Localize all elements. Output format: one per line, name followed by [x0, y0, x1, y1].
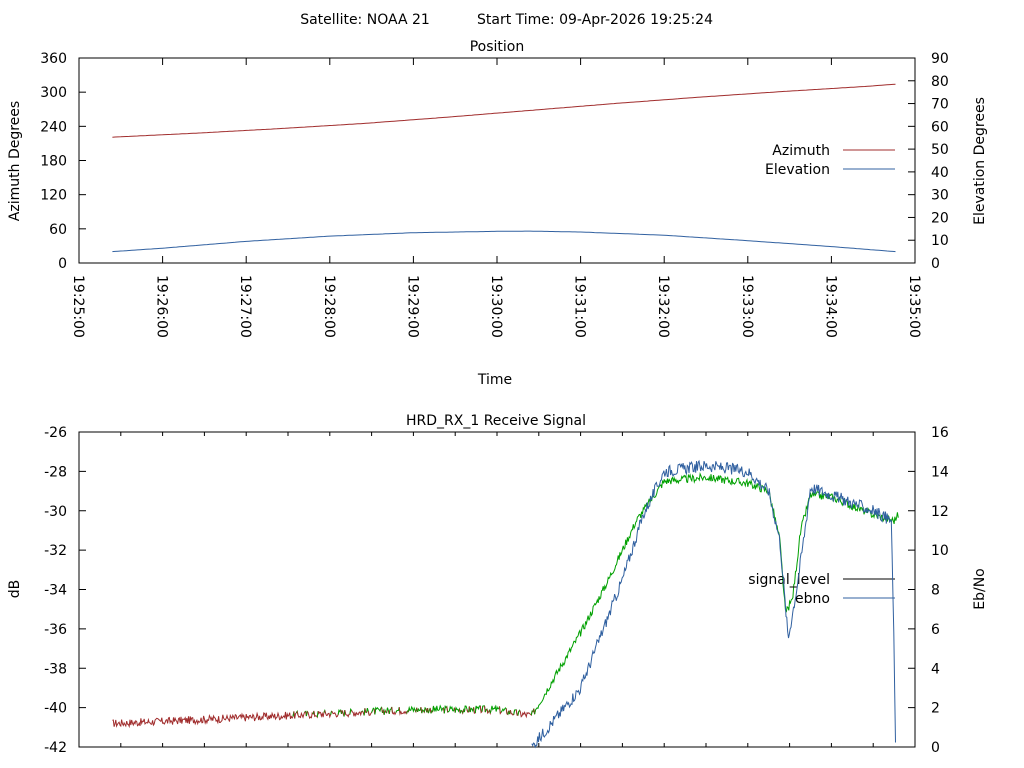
signal-plot-frame: [78, 431, 916, 748]
left-ytick-label: -36: [44, 622, 67, 638]
series-elevation-line: [112, 230, 896, 253]
series-signal-level-line: [296, 711, 306, 719]
position-chart: Position Azimuth Degrees Elevation Degre…: [7, 39, 988, 388]
series-signal-level-line: [447, 705, 456, 713]
legend-label-signal-level: signal_level: [748, 572, 830, 588]
series-signal-level-line: [344, 709, 352, 718]
right-ytick-label: 12: [931, 504, 949, 520]
left-ytick-label: -38: [44, 661, 67, 677]
right-ytick-label: 10: [931, 233, 949, 249]
left-ytick-label: 60: [49, 222, 67, 238]
right-ytick-label: 90: [931, 51, 949, 67]
series-signal-level-line: [534, 472, 899, 715]
right-ytick-label: 16: [931, 425, 949, 441]
left-ytick-label: -28: [44, 464, 67, 480]
legend-label-azimuth: Azimuth: [772, 143, 830, 159]
left-ytick-label: 360: [40, 51, 67, 67]
right-ytick-label: 0: [931, 256, 940, 272]
left-ytick-label: 120: [40, 188, 67, 204]
position-title: Position: [470, 39, 525, 55]
xtick-label: 19:33:00: [739, 275, 755, 338]
xtick-label: 19:26:00: [154, 275, 170, 338]
series-signal-level-line: [432, 704, 445, 714]
series-signal-level-line: [407, 705, 417, 713]
xtick-label: 19:28:00: [321, 275, 337, 338]
right-ytick-label: 30: [931, 188, 949, 204]
series-signal-level-line: [398, 707, 408, 716]
right-ytick-label: 4: [931, 661, 940, 677]
right-ytick-label: 20: [931, 210, 949, 226]
right-ytick-label: 6: [931, 622, 940, 638]
series-signal-level-line: [331, 710, 340, 718]
satellite-label: Satellite: NOAA 21: [300, 12, 430, 28]
receive-signal-chart: HRD_RX_1 Receive Signal dB Eb/No -42 -40 -…: [7, 413, 988, 756]
series-signal-level-line: [324, 710, 332, 719]
xtick-label: 19:29:00: [404, 275, 420, 338]
left-ytick-label: 240: [40, 119, 67, 135]
right-ytick-label: 10: [931, 543, 949, 559]
series-signal-level-line: [474, 705, 482, 713]
right-ytick-label: 2: [931, 701, 940, 717]
left-ytick-label: -26: [44, 425, 67, 441]
position-plot-frame: [78, 57, 916, 264]
xtick-label: 19:34:00: [822, 275, 838, 338]
left-ytick-label: -32: [44, 543, 67, 559]
series-signal-level-line: [489, 704, 501, 714]
series-signal-level-line: [391, 706, 398, 716]
right-ytick-label: 40: [931, 165, 949, 181]
right-ytick-label: 70: [931, 97, 949, 113]
legend-label-elevation: Elevation: [765, 162, 830, 178]
position-y2label: Elevation Degrees: [972, 97, 988, 225]
position-ylabel: Azimuth Degrees: [7, 101, 23, 221]
right-ytick-label: 14: [931, 464, 949, 480]
left-ytick-label: -40: [44, 701, 67, 717]
xtick-label: 19:31:00: [572, 275, 588, 338]
left-ytick-label: -42: [44, 740, 67, 756]
right-ytick-label: 8: [931, 583, 940, 599]
left-ytick-label: -30: [44, 504, 67, 520]
series-signal-level-line: [500, 707, 508, 715]
start-time-label: Start Time: 09-Apr-2026 19:25:24: [477, 12, 713, 28]
right-ytick-label: 50: [931, 142, 949, 158]
series-azimuth-line: [112, 83, 896, 138]
right-ytick-label: 0: [931, 740, 940, 756]
xtick-label: 19:35:00: [906, 275, 922, 338]
series-signal-level-line: [112, 711, 295, 729]
left-ytick-label: 300: [40, 85, 67, 101]
xtick-label: 19:27:00: [237, 275, 253, 338]
left-ytick-label: 0: [58, 256, 67, 272]
signal-title: HRD_RX_1 Receive Signal: [406, 413, 586, 429]
right-ytick-label: 80: [931, 74, 949, 90]
left-ytick-label: -34: [44, 583, 67, 599]
xtick-label: 19:25:00: [70, 275, 86, 338]
xtick-label: 19:32:00: [655, 275, 671, 338]
right-ytick-label: 60: [931, 119, 949, 135]
position-xlabel: Time: [477, 372, 512, 388]
signal-y2label: Eb/No: [972, 568, 988, 610]
xtick-label: 19:30:00: [488, 275, 504, 338]
series-signal-level-line: [519, 710, 533, 719]
left-ytick-label: 180: [40, 154, 67, 170]
series-signal-level-line: [317, 710, 326, 718]
signal-ylabel: dB: [7, 580, 23, 599]
series-signal-level-line: [351, 710, 363, 717]
legend-label-ebno: ebno: [795, 591, 830, 607]
series-signal-level-line: [306, 710, 315, 720]
series-ebno-line: [531, 459, 896, 749]
